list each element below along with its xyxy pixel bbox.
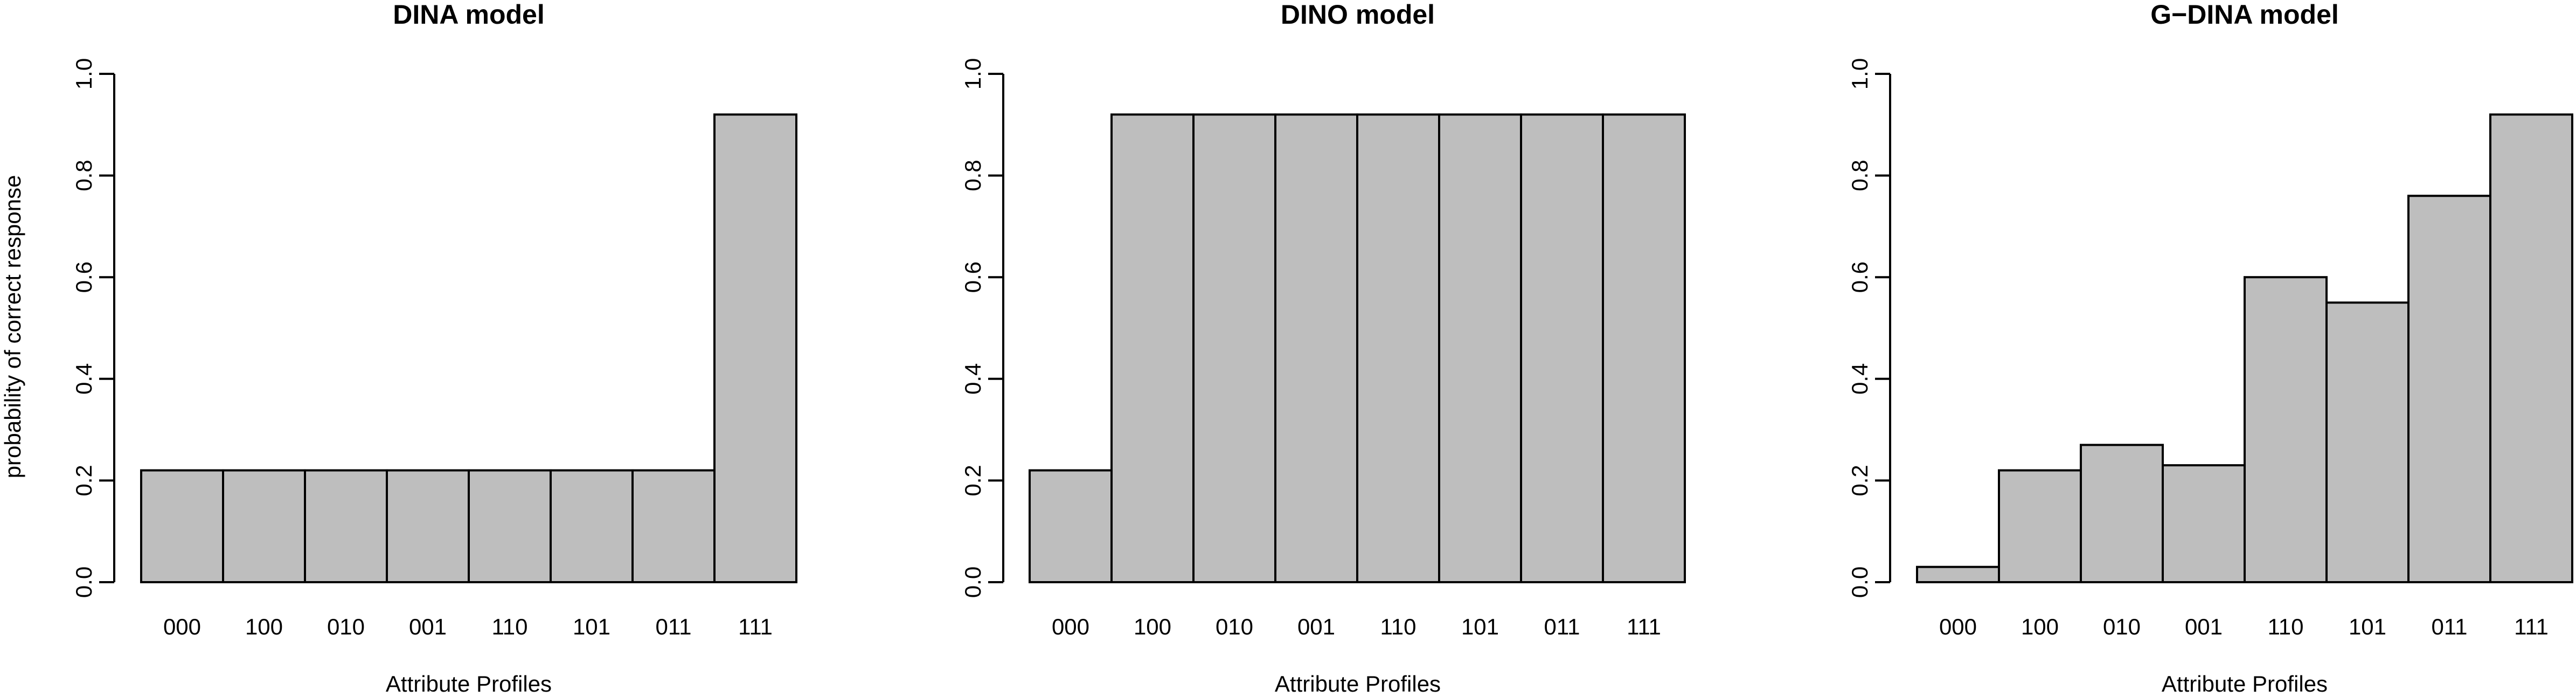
panel-gdina: G−DINA model Attribute Profiles 000 100 01… [1847,0,2573,696]
x-axis-label: Attribute Profiles [386,671,552,696]
bar-001 [386,469,470,583]
bar-111 [2489,113,2573,583]
bar-110 [2244,276,2328,583]
x-tick-label: 111 [738,614,773,639]
bar-101 [550,469,634,583]
bar-010 [304,469,388,583]
bar-001 [2162,464,2246,583]
x-tick-label: 101 [573,614,610,639]
bar-group [1029,113,1686,583]
bar-000 [1029,469,1113,583]
x-tick-label: 101 [2349,614,2386,639]
x-tick-label: 111 [2514,614,2549,639]
bar-000 [1916,565,2000,583]
x-axis-label: Attribute Profiles [1275,671,1441,696]
x-tick-label: 011 [1544,614,1580,639]
y-tick-label: 0.4 [1847,363,1872,395]
x-tick-label: 011 [656,614,692,639]
bar-010 [2080,444,2164,584]
x-tick-label: 110 [2268,614,2304,639]
y-tick-label: 0.6 [1847,261,1872,293]
bar-group [1916,113,2573,584]
x-tick-label: 010 [2103,614,2141,639]
panel-title: DINA model [393,0,545,30]
bar-001 [1274,113,1358,583]
x-tick-label: 100 [245,614,283,639]
y-axis: 0.0 0.2 0.4 0.6 0.8 1.0 [960,58,1004,598]
y-tick-label: 0.6 [71,261,96,293]
panel-dino: DINO model Attribute Profiles 000 100 010 0… [960,0,1686,696]
panel-title: DINO model [1281,0,1435,30]
y-tick-label: 0.8 [960,160,985,191]
x-tick-label: 110 [1380,614,1417,639]
panel-dina: DINA model probability of correct respon… [0,0,797,696]
bar-100 [222,469,306,583]
x-axis-label: Attribute Profiles [2162,671,2328,696]
x-tick-label: 000 [1052,614,1089,639]
bar-011 [2407,195,2491,583]
y-tick-label: 0.8 [1847,160,1872,191]
bar-111 [713,113,797,583]
x-tick-label: 010 [1216,614,1253,639]
bar-000 [140,469,224,583]
bar-group [140,113,797,583]
x-tick-group: 000 100 010 001 110 101 011 111 [1939,614,2549,639]
x-tick-label: 100 [2021,614,2059,639]
y-tick-label: 0.6 [960,261,985,293]
bar-101 [2325,301,2410,583]
y-tick-label: 0.0 [1847,567,1872,598]
y-tick-label: 1.0 [71,58,96,89]
x-tick-label: 110 [492,614,528,639]
bar-011 [1520,113,1604,583]
x-tick-group: 000 100 010 001 110 101 011 111 [1052,614,1661,639]
x-tick-label: 010 [327,614,365,639]
y-tick-label: 0.4 [960,363,985,395]
x-tick-label: 100 [1134,614,1171,639]
bar-101 [1438,113,1522,583]
x-tick-label: 001 [409,614,447,639]
bar-011 [631,469,716,583]
bar-110 [1356,113,1440,583]
y-axis: 0.0 0.2 0.4 0.6 0.8 1.0 [1847,58,1891,598]
y-tick-label: 0.0 [960,567,985,598]
y-axis: 0.0 0.2 0.4 0.6 0.8 1.0 [71,58,115,598]
y-axis-label: probability of correct response [0,175,25,479]
bar-111 [1602,113,1686,583]
x-tick-group: 000 100 010 001 110 101 011 111 [163,614,773,639]
y-tick-label: 0.0 [71,567,96,598]
x-tick-label: 001 [2185,614,2223,639]
x-tick-label: 101 [1461,614,1499,639]
panel-title: G−DINA model [2150,0,2339,30]
bar-110 [468,469,552,583]
y-tick-label: 0.2 [71,465,96,496]
y-tick-label: 0.8 [71,160,96,191]
y-tick-label: 1.0 [960,58,985,89]
y-tick-label: 0.2 [1847,465,1872,496]
x-tick-label: 001 [1297,614,1335,639]
x-tick-label: 000 [1939,614,1977,639]
y-tick-label: 0.2 [960,465,985,496]
y-tick-label: 0.4 [71,363,96,395]
y-tick-label: 1.0 [1847,58,1872,89]
bar-100 [1998,469,2082,583]
x-tick-label: 000 [163,614,201,639]
x-tick-label: 011 [2432,614,2468,639]
bar-010 [1192,113,1276,583]
x-tick-label: 111 [1627,614,1661,639]
bar-100 [1110,113,1195,583]
